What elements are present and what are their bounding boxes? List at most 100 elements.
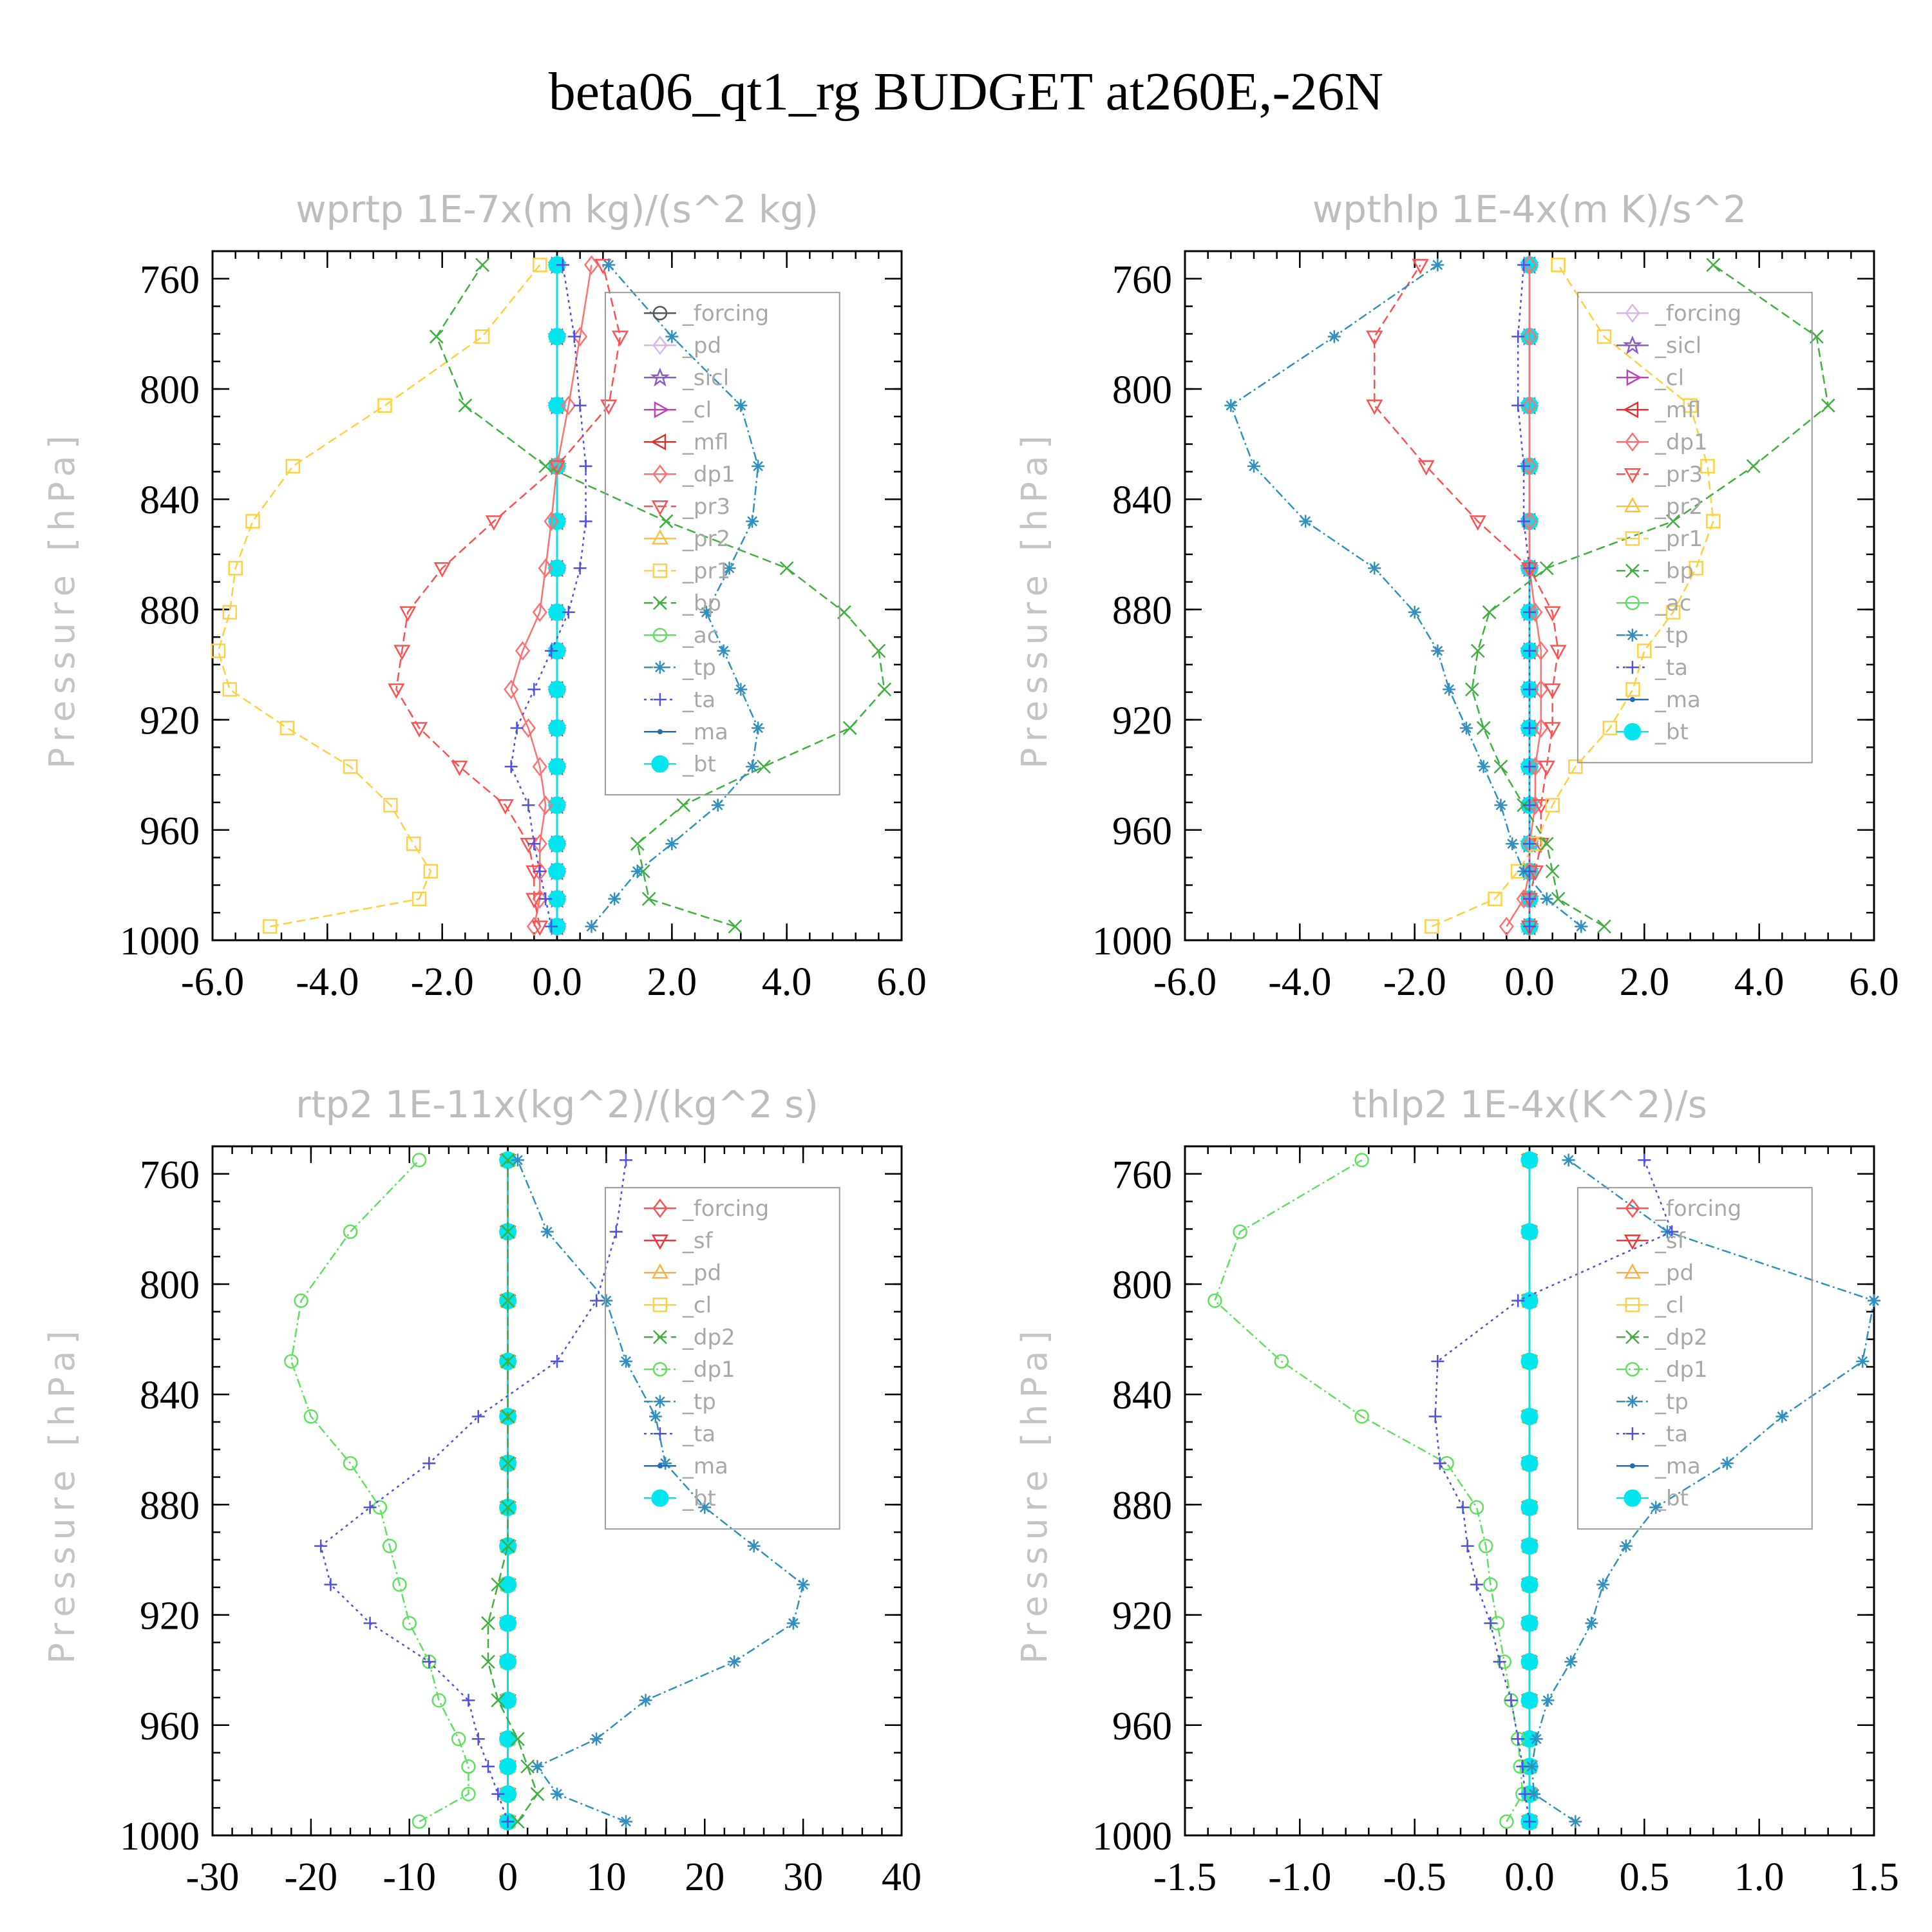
legend-label: _ac (682, 623, 719, 649)
data-point (363, 1616, 377, 1630)
data-point (1517, 258, 1531, 272)
legend-marker (653, 1395, 667, 1408)
data-point (1428, 1410, 1442, 1423)
data-point (482, 1760, 495, 1773)
y-axis-label: Pressure [hPa] (42, 429, 82, 768)
data-point (324, 1578, 337, 1591)
legend-marker (651, 500, 669, 516)
data-point (303, 1409, 319, 1424)
series-line (395, 265, 621, 927)
data-point (1539, 837, 1554, 851)
data-point (222, 682, 237, 697)
data-point (1520, 1691, 1539, 1709)
data-point (548, 460, 566, 476)
data-point (1528, 795, 1543, 815)
data-point (433, 562, 451, 578)
data-point (481, 1616, 495, 1631)
data-point (1666, 514, 1680, 529)
data-point (611, 330, 629, 346)
data-point (1366, 399, 1383, 415)
data-point (620, 1354, 632, 1368)
data-point (412, 1153, 427, 1168)
data-point (538, 558, 553, 578)
data-point (1665, 605, 1681, 620)
legend-label: _dp1 (1654, 1357, 1708, 1383)
data-point (1425, 919, 1439, 934)
data-point (499, 1576, 517, 1594)
y-tick-label: 960 (140, 810, 200, 853)
panel-title: wprtp 1E-7x(m kg)/(s^2 kg) (296, 187, 819, 231)
series-mfl (547, 256, 564, 935)
data-point (500, 1224, 515, 1239)
series-line (290, 1159, 469, 1823)
data-point (485, 515, 503, 531)
legend-label: _tp (682, 655, 716, 681)
data-point (500, 1354, 515, 1368)
data-point (531, 1760, 544, 1773)
data-point (501, 1815, 515, 1828)
legend-label: _ma (682, 719, 728, 745)
legend-label: _cl (682, 1293, 712, 1318)
data-point (1208, 1293, 1222, 1308)
series-line (1517, 265, 1531, 927)
legend-marker (1624, 497, 1642, 513)
series-dp2 (481, 1153, 545, 1829)
data-point (548, 681, 566, 699)
data-point (499, 1691, 517, 1709)
data-point (462, 1694, 475, 1707)
data-point (511, 1153, 524, 1167)
data-point (548, 719, 566, 737)
series-tp (585, 258, 765, 933)
data-point (422, 1457, 436, 1470)
data-point (797, 1578, 810, 1591)
panel-1: wprtp 1E-7x(m kg)/(s^2 kg) Pressure [hPa]… (42, 187, 927, 1004)
data-point (590, 1294, 603, 1307)
data-point (510, 1732, 525, 1747)
legend-marker (1629, 697, 1635, 703)
legend-marker (651, 1234, 669, 1250)
data-point (711, 799, 724, 812)
data-point (1517, 459, 1531, 473)
data-point (532, 757, 547, 777)
data-point (548, 835, 566, 853)
data-point (1596, 329, 1612, 344)
y-axis-label: Pressure [hPa] (1014, 1324, 1055, 1663)
data-point (752, 459, 765, 473)
series-dp1 (1208, 1153, 1530, 1829)
legend-marker (1625, 564, 1640, 578)
legend-label: _tp (1654, 623, 1689, 649)
data-point (1520, 1454, 1539, 1472)
data-point (1597, 919, 1611, 934)
x-tick-label: 0.0 (532, 960, 582, 1004)
data-point (475, 329, 490, 344)
data-point (590, 1732, 603, 1746)
data-point (1511, 1732, 1525, 1746)
data-point (500, 1153, 515, 1168)
data-point (1523, 837, 1536, 851)
data-point (1494, 799, 1508, 812)
legend-box (1577, 1187, 1813, 1530)
data-point (504, 760, 518, 773)
data-point (1504, 1694, 1518, 1707)
data-point (1366, 330, 1383, 346)
legend-marker (1623, 401, 1639, 419)
legend-label: _pr2 (682, 526, 730, 552)
data-point (665, 330, 679, 343)
data-point (551, 1354, 564, 1368)
series-tp (1224, 258, 1588, 933)
x-tick-label: 4.0 (1734, 960, 1785, 1004)
series-ta (1511, 258, 1536, 933)
data-point (1564, 1655, 1578, 1669)
series-line (516, 1159, 804, 1823)
data-point (500, 1409, 515, 1424)
data-point (1456, 1501, 1470, 1514)
legend-label: _mfl (682, 430, 729, 455)
legend-label: _cl (1654, 1293, 1684, 1318)
data-point (538, 459, 553, 473)
data-point (526, 893, 543, 909)
legend-label: _forcing (682, 1196, 769, 1222)
data-point (1431, 258, 1444, 272)
series-line (1213, 1159, 1524, 1823)
data-point (1476, 721, 1491, 735)
data-point (429, 329, 444, 344)
